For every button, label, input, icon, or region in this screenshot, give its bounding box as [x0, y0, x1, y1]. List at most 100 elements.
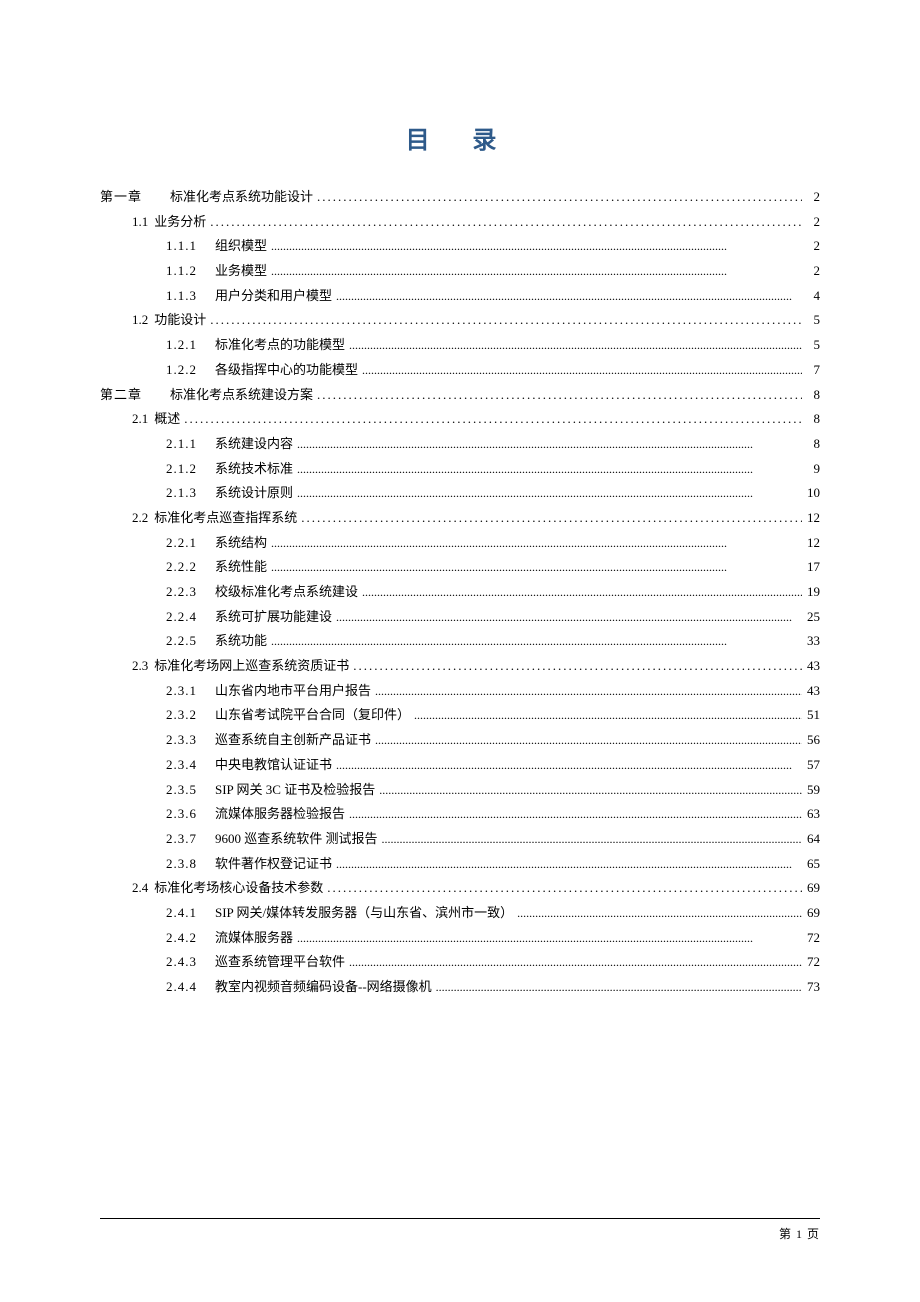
toc-leader-dots	[206, 210, 802, 235]
toc-entry-text: 业务模型	[215, 259, 267, 284]
toc-entry-text: 系统可扩展功能建设	[215, 605, 332, 630]
toc-entry-page: 59	[802, 778, 820, 803]
toc-entry-text: 山东省内地市平台用户报告	[215, 679, 371, 704]
toc-entry-number: 1.1.1	[166, 234, 215, 259]
toc-entry: 2.3.3巡查系统自主创新产品证书56	[100, 728, 820, 753]
toc-entry-number: 2.1	[132, 407, 154, 432]
toc-entry: 2.2.1系统结构12	[100, 531, 820, 556]
toc-entry-page: 33	[802, 629, 820, 654]
toc-leader-dots	[345, 951, 802, 974]
toc-entry-text: 标准化考点巡查指挥系统	[154, 506, 297, 531]
toc-entry: 2.1.1系统建设内容8	[100, 432, 820, 457]
toc-entry-text: 山东省考试院平台合同（复印件）	[215, 703, 410, 728]
toc-entry-number: 2.2.1	[166, 531, 215, 556]
toc-leader-dots	[358, 581, 802, 604]
toc-entry-number: 2.4.2	[166, 926, 215, 951]
toc-entry-number: 2.4	[132, 876, 154, 901]
toc-leader-dots	[293, 458, 802, 481]
document-page: 目 录 第一章标准化考点系统功能设计21.1业务分析21.1.1组织模型21.1…	[0, 0, 920, 1302]
toc-entry: 1.1业务分析2	[100, 210, 820, 235]
toc-entry-text: 巡查系统管理平台软件	[215, 950, 345, 975]
toc-entry-text: 教室内视频音频编码设备--网络摄像机	[215, 975, 432, 1000]
toc-leader-dots	[293, 482, 802, 505]
toc-entry-number: 2.1.3	[166, 481, 215, 506]
toc-entry: 2.2.4系统可扩展功能建设25	[100, 605, 820, 630]
toc-entry-text: 流媒体服务器检验报告	[215, 802, 345, 827]
toc-entry-text: 功能设计	[154, 308, 206, 333]
toc-entry-text: 系统设计原则	[215, 481, 293, 506]
toc-leader-dots	[267, 532, 802, 555]
toc-leader-dots	[358, 359, 802, 382]
toc-entry-text: 中央电教馆认证证书	[215, 753, 332, 778]
toc-entry-page: 64	[802, 827, 820, 852]
toc-entry-number: 2.4.1	[166, 901, 215, 926]
toc-entry-text: 9600 巡查系统软件 测试报告	[215, 827, 378, 852]
toc-entry: 第一章标准化考点系统功能设计2	[100, 185, 820, 210]
toc-entry-number: 2.4.3	[166, 950, 215, 975]
toc-leader-dots	[332, 285, 802, 308]
toc-entry-number: 2.3.3	[166, 728, 215, 753]
toc-entry-number: 2.2.5	[166, 629, 215, 654]
toc-entry-page: 8	[802, 432, 820, 457]
toc-entry-number: 2.3.8	[166, 852, 215, 877]
toc-entry: 2.2.3校级标准化考点系统建设19	[100, 580, 820, 605]
toc-leader-dots	[267, 260, 802, 283]
toc-entry-text: 系统功能	[215, 629, 267, 654]
toc-leader-dots	[371, 729, 802, 752]
toc-entry-page: 8	[802, 407, 820, 432]
toc-entry-page: 19	[802, 580, 820, 605]
toc-entry-text: 用户分类和用户模型	[215, 284, 332, 309]
toc-entry-page: 2	[802, 210, 820, 235]
toc-entry: 2.1.3系统设计原则10	[100, 481, 820, 506]
toc-entry-number: 1.2	[132, 308, 154, 333]
toc-leader-dots	[345, 803, 802, 826]
toc-entry: 2.4.3巡查系统管理平台软件72	[100, 950, 820, 975]
toc-leader-dots	[267, 630, 802, 653]
toc-entry-page: 69	[802, 876, 820, 901]
toc-entry: 1.1.2业务模型 2	[100, 259, 820, 284]
toc-entry-page: 65	[802, 852, 820, 877]
toc-entry-page: 4	[802, 284, 820, 309]
toc-entry-number: 2.3	[132, 654, 154, 679]
toc-entry-number: 2.3.4	[166, 753, 215, 778]
toc-entry-text: 巡查系统自主创新产品证书	[215, 728, 371, 753]
toc-entry-number: 2.3.7	[166, 827, 215, 852]
toc-entry-text: 标准化考场网上巡查系统资质证书	[154, 654, 349, 679]
toc-entry-page: 5	[802, 333, 820, 358]
toc-entry: 1.1.3用户分类和用户模型4	[100, 284, 820, 309]
toc-entry-number: 1.1.2	[166, 259, 215, 284]
toc-entry-number: 2.2.2	[166, 555, 215, 580]
toc-entry-page: 7	[802, 358, 820, 383]
toc-entry-page: 63	[802, 802, 820, 827]
toc-entry-text: 各级指挥中心的功能模型	[215, 358, 358, 383]
toc-entry: 2.4标准化考场核心设备技术参数69	[100, 876, 820, 901]
toc-entry-page: 72	[802, 926, 820, 951]
toc-entry: 1.2.2各级指挥中心的功能模型7	[100, 358, 820, 383]
toc-entry: 2.3.6流媒体服务器检验报告 63	[100, 802, 820, 827]
toc-entry-number: 2.3.5	[166, 778, 215, 803]
toc-entry-page: 8	[802, 383, 820, 408]
toc-leader-dots	[267, 556, 802, 579]
toc-entry-page: 2	[802, 185, 820, 210]
toc-leader-dots	[410, 704, 802, 727]
toc-entry-text: SIP 网关 3C 证书及检验报告	[215, 778, 375, 803]
toc-entry: 2.3.4中央电教馆认证证书 57	[100, 753, 820, 778]
toc-entry-text: 流媒体服务器	[215, 926, 293, 951]
toc-leader-dots	[513, 902, 802, 925]
toc-entry-number: 1.1	[132, 210, 154, 235]
toc-entry: 2.1.2系统技术标准9	[100, 457, 820, 482]
toc-entry-text: 标准化考点系统建设方案	[170, 383, 313, 408]
toc-entry-number: 2.3.6	[166, 802, 215, 827]
toc-entry-page: 12	[802, 531, 820, 556]
toc-entry-page: 69	[802, 901, 820, 926]
toc-entry: 2.2.2系统性能17	[100, 555, 820, 580]
toc-entry: 2.4.4教室内视频音频编码设备--网络摄像机73	[100, 975, 820, 1000]
toc-entry-page: 2	[802, 259, 820, 284]
toc-entry: 第二章标准化考点系统建设方案8	[100, 383, 820, 408]
toc-leader-dots	[293, 927, 802, 950]
toc-entry-text: SIP 网关/媒体转发服务器（与山东省、滨州市一致）	[215, 901, 513, 926]
toc-entry-page: 57	[802, 753, 820, 778]
toc-leader-dots	[297, 506, 802, 531]
toc-title: 目 录	[100, 120, 820, 155]
toc-entry-number: 2.1.2	[166, 457, 215, 482]
